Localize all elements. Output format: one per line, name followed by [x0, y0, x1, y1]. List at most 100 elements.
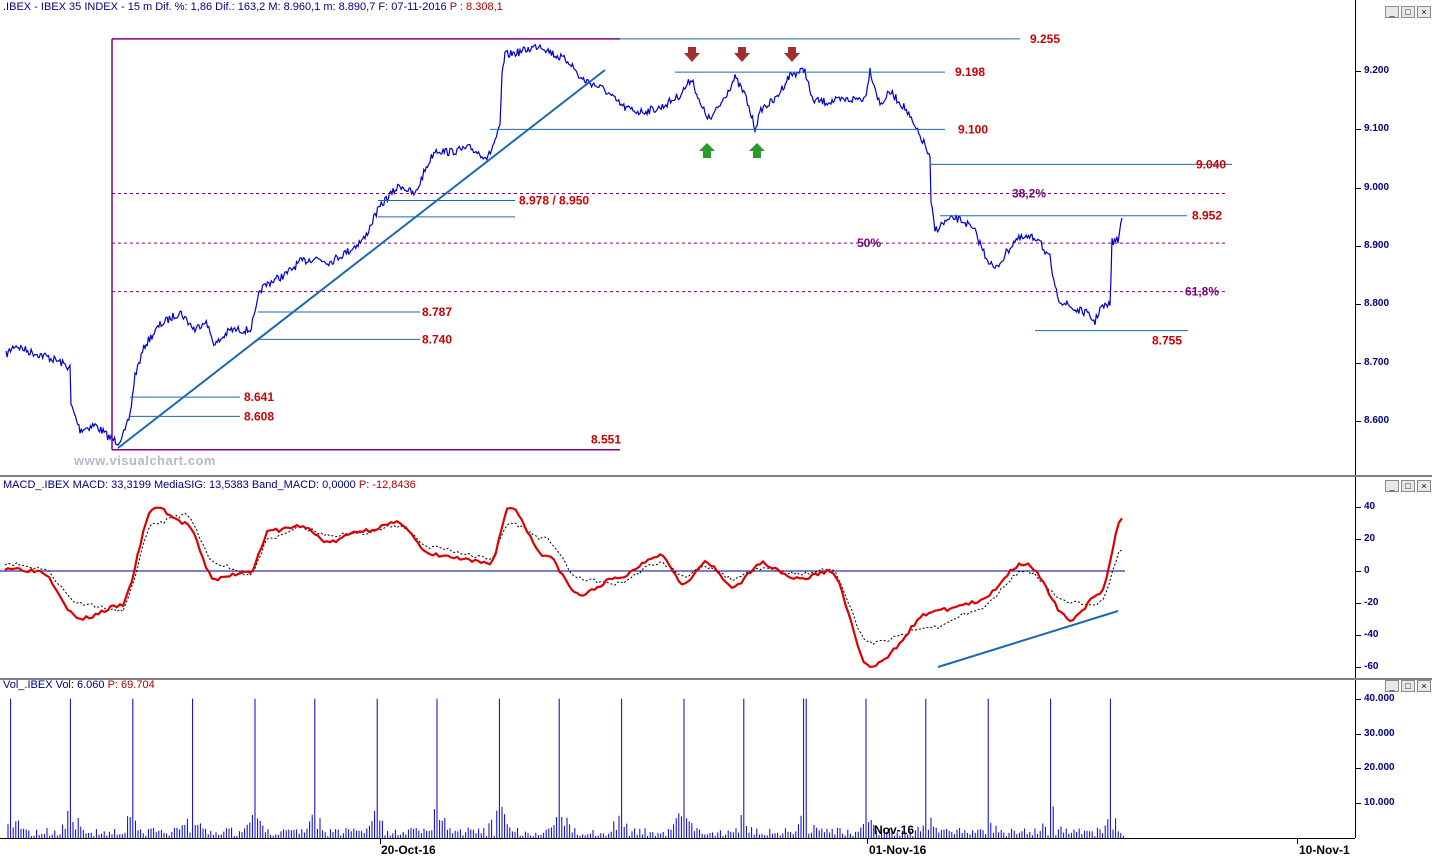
volume-header-p: P: 69.704: [107, 679, 155, 691]
x-tick-mark: [867, 839, 868, 844]
y-tick-mark: [1356, 667, 1361, 668]
x-tick-mark: [1297, 839, 1298, 844]
y-tick-mark: [1356, 362, 1361, 364]
y-tick-mark: [1356, 187, 1361, 189]
y-tick-mark: [1356, 698, 1361, 700]
level-label: 9.040: [1196, 157, 1226, 171]
macd-window-buttons: _ □ ×: [1385, 480, 1431, 492]
volume-header: Vol_.IBEX Vol: 6.060 P: 69.704: [3, 679, 155, 691]
volume-inner-date: Nov-16: [874, 823, 915, 837]
level-label: 9.198: [955, 65, 985, 79]
macd-chart[interactable]: [0, 477, 1355, 678]
volume-chart[interactable]: [0, 680, 1355, 838]
x-axis: [0, 838, 1355, 858]
level-label: 8.952: [1192, 209, 1222, 223]
price-y-axis: _ □ × 9.200 9.100 9.000 8.900 8.800 8.700 8.60…: [1355, 0, 1432, 475]
y-tick-mark: [1356, 421, 1361, 423]
level-label: 8.740: [422, 332, 452, 346]
y-tick-label: 8.600: [1364, 415, 1390, 427]
level-label: 9.100: [958, 122, 988, 136]
price-header-text: .IBEX - IBEX 35 INDEX - 15 m Dif. %: 1,8…: [3, 1, 447, 13]
down-arrow-icon: [684, 47, 700, 62]
maximize-icon[interactable]: □: [1401, 6, 1415, 18]
y-tick-mark: [1356, 803, 1361, 805]
y-tick-mark: [1356, 246, 1361, 248]
y-tick-mark: [1356, 129, 1361, 131]
panel-divider[interactable]: [0, 475, 1432, 477]
level-label: 8.755: [1152, 334, 1182, 348]
y-tick-label: 40.000: [1364, 692, 1395, 704]
macd-y-axis: _ □ × 40 20 0 -20 -40 -60: [1355, 477, 1432, 678]
y-tick-mark: [1356, 71, 1361, 72]
x-tick-mark: [380, 839, 381, 844]
minimize-icon[interactable]: _: [1385, 680, 1399, 692]
macd-header: MACD_.IBEX MACD: 33,3199 MediaSIG: 13,53…: [3, 479, 416, 491]
x-label-20-oct: 20-Oct-16: [381, 843, 436, 857]
maximize-icon[interactable]: □: [1401, 680, 1415, 692]
macd-header-p: P: -12,8436: [358, 479, 416, 491]
macd-divergence-line: [937, 610, 1119, 668]
level-label: 8.551: [591, 433, 621, 447]
trend-line: [117, 69, 606, 449]
volume-y-axis: _ □ × 40.000 30.000 20.000 10.000: [1355, 680, 1432, 838]
y-tick-label: 40: [1364, 501, 1376, 512]
y-tick-label: 8.700: [1364, 356, 1390, 368]
y-tick-mark: [1356, 304, 1361, 306]
y-tick-label: 10.000: [1364, 797, 1395, 809]
y-tick-mark: [1356, 507, 1361, 508]
y-tick-label: 20: [1364, 533, 1376, 544]
y-tick-mark: [1356, 733, 1361, 735]
volume-panel: Vol_.IBEX Vol: 6.060 P: 69.704 Nov-16: [0, 679, 1355, 838]
y-tick-label: -60: [1364, 661, 1379, 672]
up-arrow-icon: [699, 143, 715, 158]
minimize-icon[interactable]: _: [1385, 480, 1399, 492]
y-tick-label: 8.900: [1364, 240, 1390, 252]
fibonacci-label: 38,2%: [1012, 187, 1046, 201]
y-tick-mark: [1356, 539, 1361, 540]
panel-divider[interactable]: [0, 678, 1432, 680]
y-tick-label: -40: [1364, 629, 1379, 640]
macd-line: [4, 506, 1123, 669]
y-tick-label: -20: [1364, 597, 1379, 608]
close-icon[interactable]: ×: [1417, 480, 1431, 492]
y-tick-label: 0: [1364, 565, 1370, 576]
macd-panel: MACD_.IBEX MACD: 33,3199 MediaSIG: 13,53…: [0, 477, 1355, 678]
y-tick-mark: [1356, 635, 1361, 636]
macd-signal-line: [4, 512, 1123, 646]
y-tick-mark: [1356, 603, 1361, 604]
y-tick-mark: [1356, 571, 1361, 572]
down-arrow-icon: [734, 47, 750, 62]
y-tick-label: 9.000: [1364, 181, 1390, 193]
maximize-icon[interactable]: □: [1401, 480, 1415, 492]
up-arrow-icon: [749, 143, 765, 158]
watermark: www.visualchart.com: [74, 453, 216, 468]
y-tick-label: 20.000: [1364, 762, 1395, 774]
fibonacci-label: 50%: [857, 236, 881, 250]
down-arrow-icon: [784, 47, 800, 62]
level-label: 8.978 / 8.950: [519, 194, 589, 208]
level-label: 8.608: [244, 409, 274, 423]
volume-window-buttons: _ □ ×: [1385, 680, 1431, 692]
x-label-10-nov: 10-Nov-1: [1299, 843, 1350, 857]
level-label: 9.255: [1030, 32, 1060, 46]
price-window-buttons: _ □ ×: [1385, 6, 1431, 18]
x-label-01-nov: 01-Nov-16: [869, 843, 927, 857]
close-icon[interactable]: ×: [1417, 6, 1431, 18]
close-icon[interactable]: ×: [1417, 680, 1431, 692]
level-label: 8.787: [422, 305, 452, 319]
y-tick-label: 8.800: [1364, 298, 1390, 310]
macd-header-text: MACD_.IBEX MACD: 33,3199 MediaSIG: 13,53…: [3, 479, 356, 491]
price-series-line: [5, 43, 1123, 446]
y-tick-mark: [1356, 768, 1361, 770]
volume-header-text: Vol_.IBEX Vol: 6.060: [3, 679, 105, 691]
level-label: 8.641: [244, 390, 274, 404]
y-tick-label: 9.100: [1364, 123, 1390, 135]
minimize-icon[interactable]: _: [1385, 6, 1399, 18]
y-tick-label: 30.000: [1364, 727, 1395, 739]
price-header: .IBEX - IBEX 35 INDEX - 15 m Dif. %: 1,8…: [3, 1, 503, 13]
fibonacci-label: 61,8%: [1185, 285, 1219, 299]
price-chart[interactable]: 9.255 9.198 9.100 9.040 8.978 / 8.950 8.952 8.…: [0, 0, 1355, 475]
y-tick-label: 9.200: [1364, 65, 1390, 76]
price-header-p: P : 8.308,1: [449, 1, 503, 13]
price-panel: .IBEX - IBEX 35 INDEX - 15 m Dif. %: 1,8…: [0, 0, 1355, 475]
